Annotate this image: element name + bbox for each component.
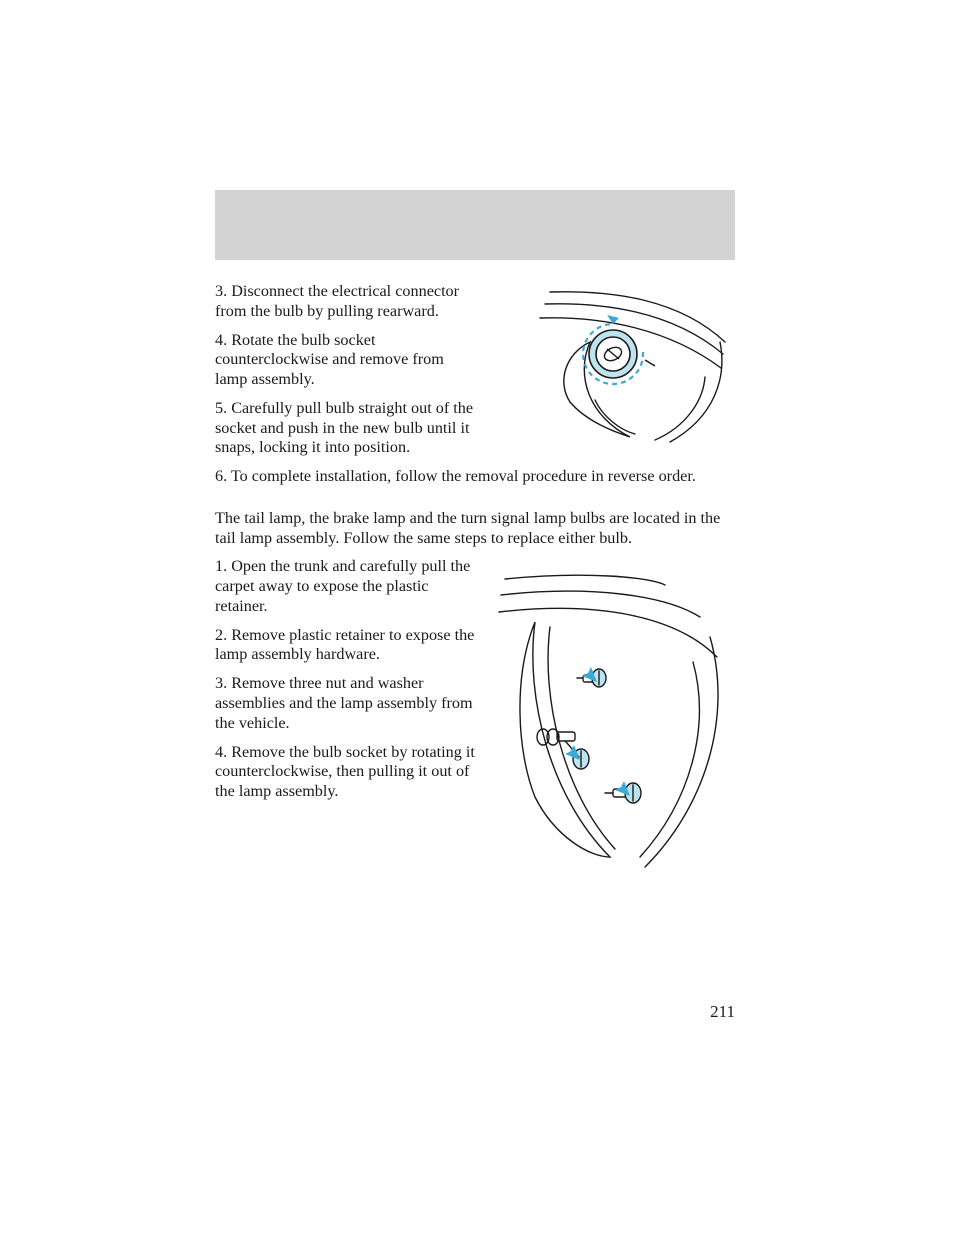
- s2-step-3: 3. Remove three nut and washer assemblie…: [215, 674, 480, 733]
- s2-step-1: 1. Open the trunk and carefully pull the…: [215, 557, 480, 616]
- section2-intro: The tail lamp, the brake lamp and the tu…: [215, 509, 735, 549]
- header-bar: [215, 190, 735, 260]
- s2-step-2: 2. Remove plastic retainer to expose the…: [215, 626, 480, 666]
- intro-text: The tail lamp, the brake lamp and the tu…: [215, 509, 735, 549]
- step-3: 3. Disconnect the electrical connector f…: [215, 282, 480, 322]
- s2-step-4: 4. Remove the bulb socket by rotating it…: [215, 743, 480, 802]
- step-4: 4. Rotate the bulb socket counterclockwi…: [215, 331, 480, 390]
- figure-taillamp-assembly: [495, 567, 735, 882]
- page-number: 211: [710, 1002, 735, 1022]
- section2-steps: 1. Open the trunk and carefully pull the…: [215, 557, 480, 801]
- figure-foglamp-bulb: [495, 282, 735, 457]
- body-content: 3. Disconnect the electrical connector f…: [215, 282, 735, 802]
- step-5: 5. Carefully pull bulb straight out of t…: [215, 399, 480, 458]
- section1-steps: 3. Disconnect the electrical connector f…: [215, 282, 480, 458]
- step-6: 6. To complete installation, follow the …: [215, 467, 735, 487]
- section1-step6: 6. To complete installation, follow the …: [215, 467, 735, 487]
